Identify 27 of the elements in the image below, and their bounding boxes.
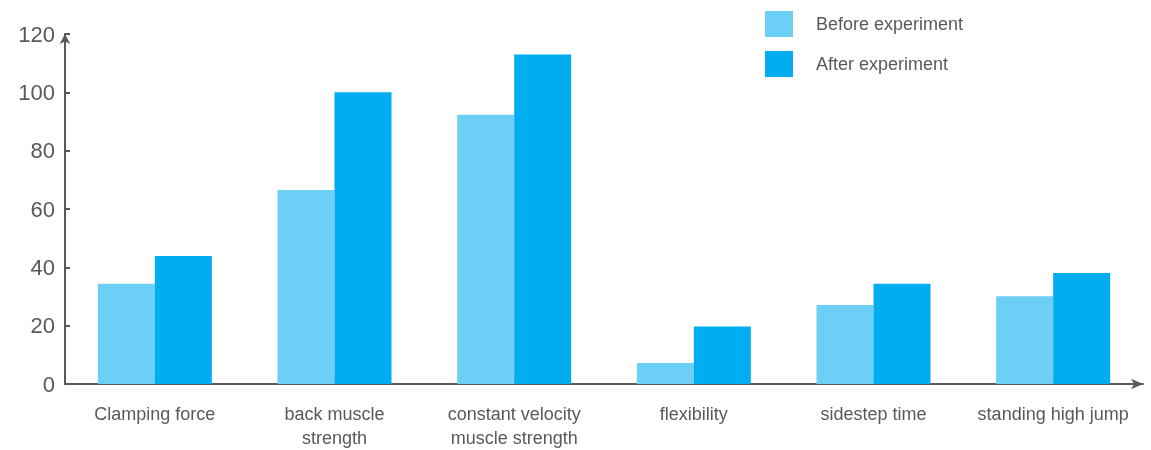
y-tick-label: 80 [30, 138, 55, 164]
bar [873, 283, 931, 384]
bar [277, 190, 335, 384]
y-tick-label: 20 [30, 313, 55, 339]
bar [996, 296, 1054, 384]
y-tick-label: 60 [30, 196, 55, 222]
legend-label: After experiment [816, 54, 949, 74]
bar [154, 255, 212, 384]
x-tick-label: constant velocity muscle strength [447, 404, 581, 448]
bar [1053, 272, 1111, 384]
y-tick-label: 100 [18, 79, 55, 105]
bar [97, 283, 155, 384]
bar [514, 54, 572, 384]
bar [693, 326, 751, 384]
bar [334, 92, 392, 384]
x-tick-label: sidestep time [820, 404, 927, 424]
y-tick-label: 0 [42, 371, 55, 397]
x-tick-label: back muscle strength [284, 404, 385, 448]
x-tick-label: Clamping force [94, 404, 216, 424]
bar [636, 363, 694, 384]
x-tick-label: flexibility [659, 404, 728, 424]
legend-label: Before experiment [816, 14, 964, 34]
y-tick-label: 40 [30, 254, 55, 280]
bar [816, 304, 874, 384]
x-tick-label: standing high jump [977, 404, 1129, 424]
bar [457, 114, 515, 384]
y-tick-label: 120 [18, 21, 55, 47]
